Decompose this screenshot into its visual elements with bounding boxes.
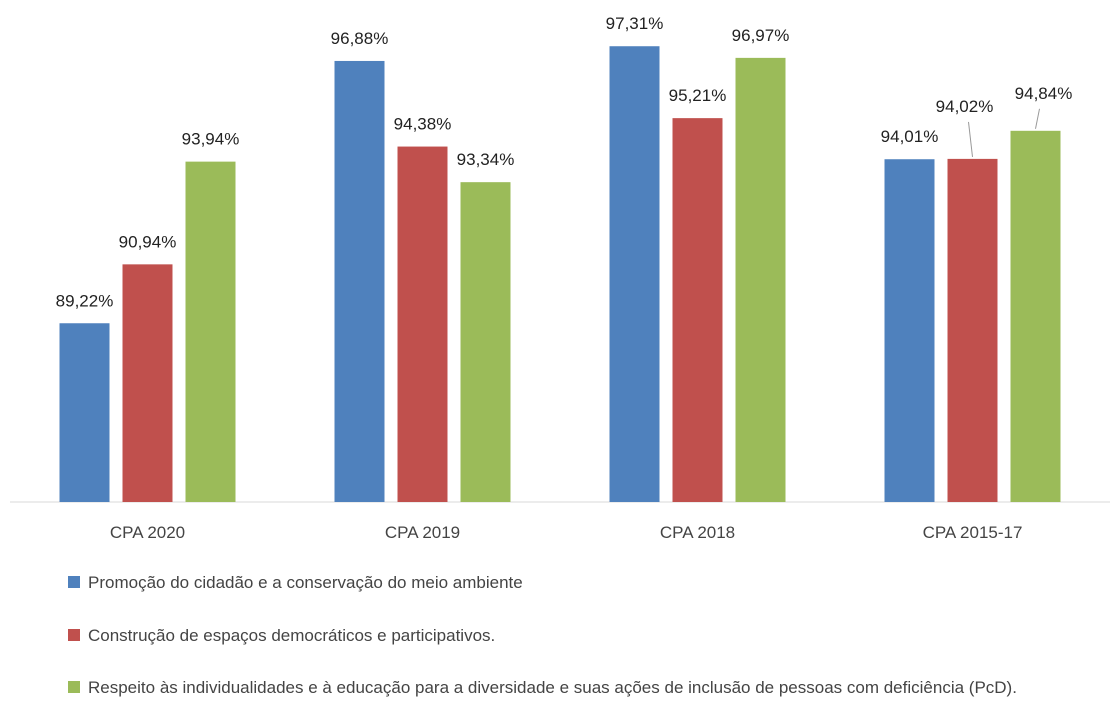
bar bbox=[1010, 130, 1061, 502]
data-label: 94,02% bbox=[936, 97, 994, 116]
data-label: 96,97% bbox=[732, 26, 790, 45]
data-label: 97,31% bbox=[606, 14, 664, 33]
x-tick-label: CPA 2019 bbox=[385, 523, 460, 542]
leader-line bbox=[968, 121, 973, 157]
data-label: 96,88% bbox=[331, 29, 389, 48]
chart: CPA 2020 89,22% 90,94% 93,94% CPA 2019 96,88%… bbox=[10, 14, 1110, 542]
bar bbox=[397, 146, 448, 502]
data-label: 95,21% bbox=[669, 86, 727, 105]
bar bbox=[609, 46, 660, 502]
bar bbox=[735, 57, 786, 502]
x-tick-label: CPA 2018 bbox=[660, 523, 735, 542]
bar bbox=[460, 182, 511, 503]
legend-item: Respeito às individualidades e à educaçã… bbox=[68, 676, 1098, 699]
leader-line bbox=[1035, 108, 1040, 129]
data-label: 94,84% bbox=[1015, 84, 1073, 103]
legend-item: Promoção do cidadão e a conservação do m… bbox=[68, 571, 1098, 594]
bar bbox=[947, 158, 998, 502]
data-label: 93,34% bbox=[457, 150, 515, 169]
data-label: 90,94% bbox=[119, 232, 177, 251]
data-label: 94,38% bbox=[394, 115, 452, 134]
legend-item: Construção de espaços democráticos e par… bbox=[68, 624, 1098, 647]
bar bbox=[185, 161, 236, 502]
bar bbox=[122, 264, 173, 502]
bar bbox=[334, 60, 385, 503]
bar bbox=[884, 159, 935, 502]
legend-swatch bbox=[68, 629, 80, 641]
legend-swatch bbox=[68, 681, 80, 693]
data-label: 94,01% bbox=[881, 127, 939, 146]
data-label: 93,94% bbox=[182, 130, 240, 149]
legend-label: Construção de espaços democráticos e par… bbox=[88, 626, 496, 645]
bar bbox=[672, 118, 723, 502]
data-label: 89,22% bbox=[56, 291, 114, 310]
legend-label: Respeito às individualidades e à educaçã… bbox=[88, 678, 1017, 697]
x-tick-label: CPA 2015-17 bbox=[923, 523, 1023, 542]
x-tick-label: CPA 2020 bbox=[110, 523, 185, 542]
legend-swatch bbox=[68, 576, 80, 588]
legend-label: Promoção do cidadão e a conservação do m… bbox=[88, 573, 523, 592]
bar bbox=[59, 323, 110, 502]
